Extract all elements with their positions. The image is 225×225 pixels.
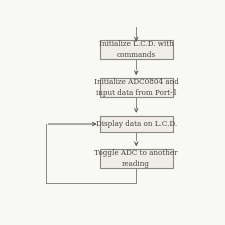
Text: Toggle ADC to another
reading: Toggle ADC to another reading — [94, 149, 178, 168]
FancyBboxPatch shape — [100, 78, 173, 97]
FancyBboxPatch shape — [100, 149, 173, 168]
FancyBboxPatch shape — [100, 116, 173, 132]
Text: Display data on L.C.D.: Display data on L.C.D. — [96, 120, 177, 128]
FancyBboxPatch shape — [100, 40, 173, 59]
Text: Initialize L.C.D. with
commands: Initialize L.C.D. with commands — [99, 40, 174, 59]
Text: Initialize ADC0804 and
input data from Port-1: Initialize ADC0804 and input data from P… — [94, 79, 179, 97]
